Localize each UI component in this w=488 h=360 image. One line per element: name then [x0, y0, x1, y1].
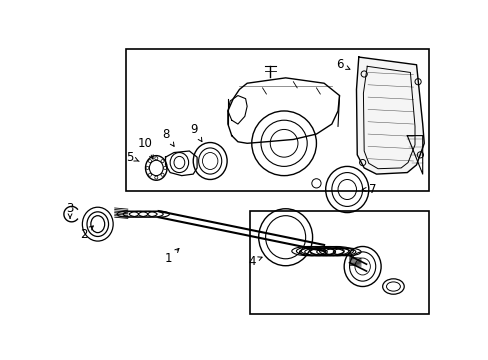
Bar	[250, 211, 428, 314]
Text: 5: 5	[126, 150, 139, 164]
Text: 1: 1	[164, 248, 179, 265]
Bar	[126, 49, 428, 191]
Text: 8: 8	[162, 127, 174, 146]
Text: 3: 3	[66, 202, 74, 218]
Text: 2: 2	[80, 226, 93, 240]
Text: 6: 6	[336, 58, 349, 71]
Text: 4: 4	[248, 255, 262, 267]
Text: 9: 9	[190, 123, 202, 141]
Polygon shape	[356, 57, 424, 174]
Text: 10: 10	[138, 137, 153, 159]
Text: 7: 7	[362, 183, 376, 196]
